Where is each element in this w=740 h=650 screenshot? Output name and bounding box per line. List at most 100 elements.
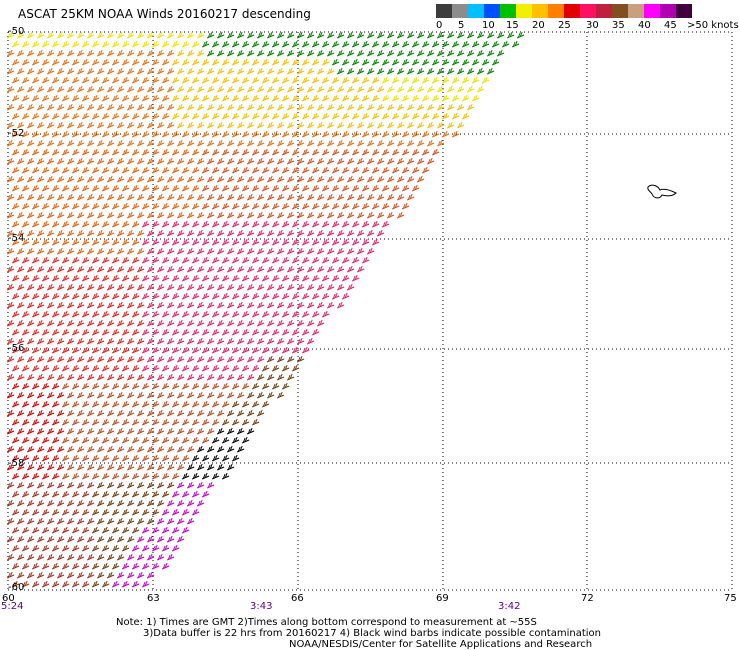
wind-barb (321, 184, 330, 192)
wind-barb (76, 445, 85, 453)
wind-barb (101, 508, 110, 516)
wind-barb (111, 490, 120, 498)
wind-barb (211, 130, 220, 138)
wind-barb (281, 292, 290, 300)
wind-barb (91, 526, 100, 534)
wind-barb (106, 103, 115, 111)
wind-barb (16, 67, 25, 75)
wind-barb (271, 58, 280, 66)
wind-barb (86, 229, 95, 237)
wind-barb (161, 382, 170, 390)
wind-barb (201, 130, 210, 138)
wind-barb (161, 274, 170, 282)
wind-barb (11, 40, 20, 48)
wind-barb (21, 364, 30, 372)
wind-barb (221, 166, 230, 174)
wind-barb (271, 148, 280, 156)
wind-barb (481, 40, 490, 48)
wind-barb (76, 85, 85, 93)
wind-barb (241, 400, 250, 408)
wind-barb (56, 355, 65, 363)
wind-barb (336, 49, 345, 57)
wind-barb (201, 256, 210, 264)
wind-barb (351, 40, 360, 48)
wind-barb (256, 175, 265, 183)
wind-barb (96, 247, 105, 255)
wind-barb (66, 535, 75, 543)
wind-barb (91, 238, 100, 246)
wind-barb (281, 166, 290, 174)
wind-barb (196, 445, 205, 453)
wind-barb (116, 301, 125, 309)
wind-barb (301, 274, 310, 282)
wind-barb (51, 76, 60, 84)
wind-barb (316, 283, 325, 291)
wind-barb (376, 229, 385, 237)
wind-barb (46, 427, 55, 435)
wind-barb (6, 175, 15, 183)
wind-barb (76, 553, 85, 561)
wind-barb (221, 184, 230, 192)
wind-barb (151, 130, 160, 138)
wind-barb (366, 103, 375, 111)
wind-barb (6, 49, 15, 57)
wind-barb (176, 121, 185, 129)
wind-barb (151, 418, 160, 426)
wind-barb (391, 94, 400, 102)
wind-barb (346, 211, 355, 219)
wind-barb (71, 418, 80, 426)
wind-barb (111, 454, 120, 462)
wind-barb (191, 400, 200, 408)
wind-barb (231, 76, 240, 84)
wind-barb (66, 373, 75, 381)
wind-barb (361, 220, 370, 228)
wind-barb (221, 40, 230, 48)
wind-barb (81, 562, 90, 570)
wind-barb (96, 319, 105, 327)
wind-barb (21, 184, 30, 192)
wind-barb (156, 355, 165, 363)
wind-barb (11, 436, 20, 444)
lat-label-58: -58 (8, 458, 25, 469)
wind-barb (51, 382, 60, 390)
wind-barb (6, 445, 15, 453)
wind-barb (61, 544, 70, 552)
island-outline (647, 184, 677, 199)
wind-barb (191, 58, 200, 66)
wind-barb (291, 94, 300, 102)
wind-barb (426, 157, 435, 165)
wind-barb (66, 175, 75, 183)
wind-barb (221, 346, 230, 354)
wind-barb (106, 535, 115, 543)
wind-barb (21, 328, 30, 336)
wind-barb (366, 139, 375, 147)
wind-barb (106, 301, 115, 309)
wind-barb (256, 157, 265, 165)
wind-barb (121, 346, 130, 354)
wind-barb (26, 193, 35, 201)
wind-barb (436, 121, 445, 129)
wind-barb (341, 40, 350, 48)
wind-barb (46, 85, 55, 93)
wind-barb (231, 346, 240, 354)
wind-barb (111, 346, 120, 354)
wind-barb (356, 31, 365, 39)
wind-barb (256, 301, 265, 309)
wind-barb (76, 103, 85, 111)
wind-barb (21, 508, 30, 516)
wind-barb (41, 364, 50, 372)
wind-barb (6, 427, 15, 435)
wind-barb (116, 247, 125, 255)
wind-barb (221, 148, 230, 156)
wind-barb (191, 220, 200, 228)
wind-barb (356, 85, 365, 93)
wind-barb (56, 373, 65, 381)
wind-barb (446, 49, 455, 57)
wind-barb (291, 184, 300, 192)
wind-barb (56, 211, 65, 219)
wind-barb (96, 463, 105, 471)
wind-barb (56, 481, 65, 489)
wind-barb (146, 211, 155, 219)
wind-barb (346, 85, 355, 93)
wind-barb (176, 283, 185, 291)
